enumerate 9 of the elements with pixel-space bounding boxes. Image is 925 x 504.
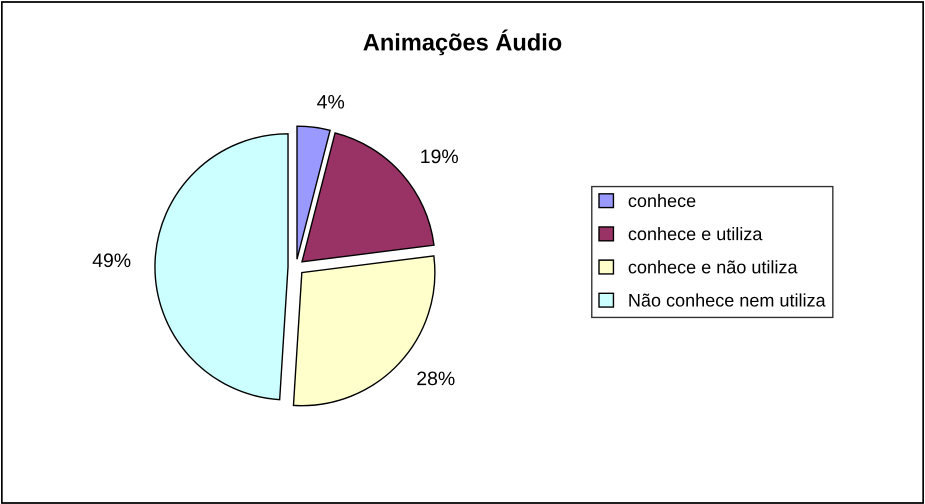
data-label: 28% — [417, 372, 454, 386]
legend-label: conhece e não utiliza — [628, 260, 798, 274]
data-label: 49% — [92, 253, 130, 268]
data-label: 4% — [317, 94, 344, 109]
data-label: 19% — [421, 149, 458, 164]
legend-label: conhece e utiliza — [628, 227, 762, 240]
legend-label: Não conhece nem utiliza — [629, 293, 826, 307]
legend-label: conhece — [628, 194, 696, 208]
chart-title: Animações Áudio — [363, 29, 562, 56]
